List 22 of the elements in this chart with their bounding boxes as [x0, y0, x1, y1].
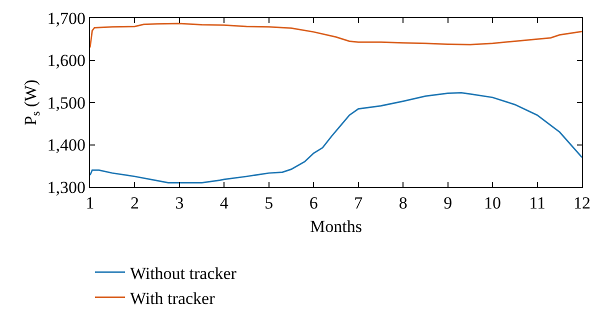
legend-label: Without tracker [130, 264, 237, 283]
line-series [90, 22, 582, 48]
x-axis-title: Months [310, 216, 362, 236]
x-tick-label: 8 [398, 194, 408, 212]
x-tick-label: 6 [309, 194, 318, 212]
x-tick-label: 2 [130, 194, 139, 212]
line-series [90, 92, 582, 184]
x-tick-label: 10 [484, 194, 502, 212]
x-tick-label: 7 [354, 194, 364, 212]
y-tick-label: 1,600 [47, 51, 86, 70]
x-tick-label: 1 [86, 194, 94, 212]
y-tick-label: 1,700 [47, 8, 86, 28]
y-tick-label: 1,500 [47, 93, 86, 112]
x-tick-label: 12 [574, 194, 590, 212]
legend-label: With tracker [130, 288, 216, 308]
y-tick-label: 1,400 [47, 136, 86, 155]
x-tick-label: 11 [529, 194, 546, 212]
x-tick-label: 5 [264, 194, 274, 212]
x-tick-label: 3 [175, 194, 184, 212]
x-tick-label: 4 [220, 194, 229, 212]
y-tick-label: 1,300 [47, 178, 86, 197]
x-tick-label: 9 [444, 194, 452, 212]
